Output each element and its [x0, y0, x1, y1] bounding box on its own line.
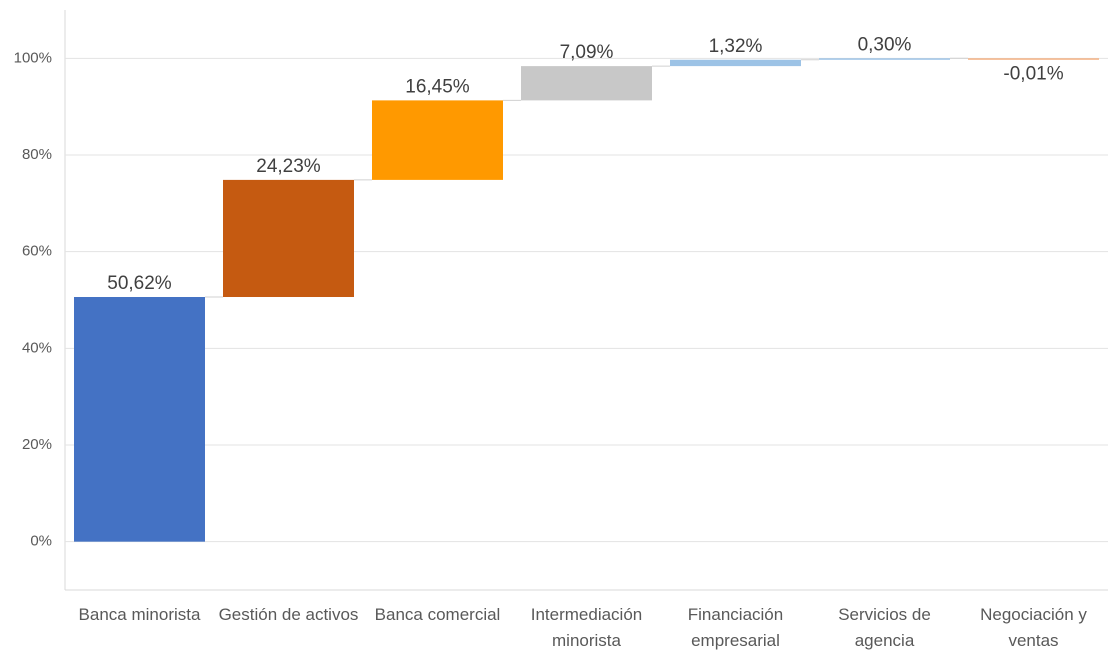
x-tick-label: Servicios de agencia	[838, 605, 931, 650]
data-label: 24,23%	[256, 156, 321, 177]
y-tick-label: 0%	[30, 533, 52, 550]
x-tick-label: Banca minorista	[78, 605, 201, 624]
data-label: -0,01%	[1003, 63, 1063, 84]
bar	[819, 58, 950, 60]
x-tick-label: Intermediación minorista	[530, 605, 643, 650]
y-tick-label: 60%	[22, 243, 52, 260]
data-label: 7,09%	[560, 42, 614, 63]
y-tick-label: 80%	[22, 146, 52, 163]
bar	[521, 66, 652, 101]
y-tick-label: 100%	[14, 49, 52, 66]
data-label: 1,32%	[709, 36, 763, 57]
data-label: 16,45%	[405, 76, 470, 97]
bar	[223, 179, 354, 298]
bar	[74, 297, 205, 542]
data-label: 0,30%	[858, 34, 912, 55]
y-tick-label: 20%	[22, 436, 52, 453]
x-tick-label: Financiación empresarial	[687, 605, 784, 650]
bar	[372, 100, 503, 180]
x-tick-label: Banca comercial	[374, 605, 501, 624]
data-label: 50,62%	[107, 273, 172, 294]
x-tick-label: Gestión de activos	[218, 605, 359, 624]
x-tick-label: Negociación y ventas	[980, 605, 1087, 650]
bar	[670, 59, 801, 67]
y-tick-label: 40%	[22, 339, 52, 356]
bar	[968, 58, 1099, 60]
